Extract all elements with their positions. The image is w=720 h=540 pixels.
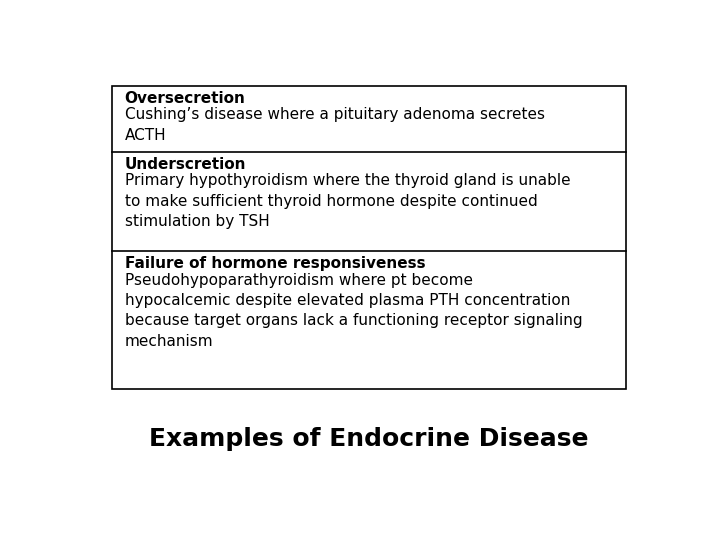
Bar — [112, 85, 626, 389]
Text: Failure of hormone responsiveness: Failure of hormone responsiveness — [125, 256, 426, 271]
Text: Primary hypothyroidism where the thyroid gland is unable
to make sufficient thyr: Primary hypothyroidism where the thyroid… — [125, 173, 570, 229]
Text: Pseudohypoparathyroidism where pt become
hypocalcemic despite elevated plasma PT: Pseudohypoparathyroidism where pt become… — [125, 273, 582, 349]
Text: Cushing’s disease where a pituitary adenoma secretes
ACTH: Cushing’s disease where a pituitary aden… — [125, 107, 544, 143]
Text: Oversecretion: Oversecretion — [125, 91, 246, 106]
Text: Examples of Endocrine Disease: Examples of Endocrine Disease — [149, 427, 589, 451]
Text: Underscretion: Underscretion — [125, 157, 246, 172]
